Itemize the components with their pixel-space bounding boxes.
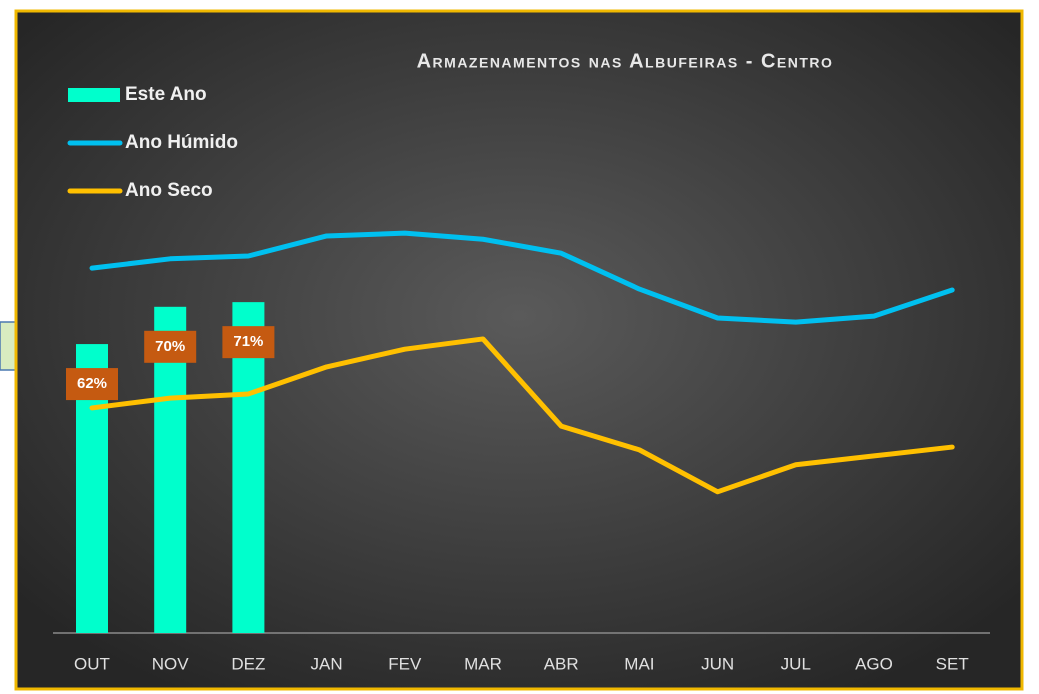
x-tick-label: SET bbox=[936, 654, 969, 673]
data-label: 70% bbox=[155, 338, 185, 355]
legend-swatch bbox=[68, 88, 120, 102]
x-tick-label: NOV bbox=[152, 654, 190, 673]
x-tick-label: FEV bbox=[388, 654, 422, 673]
line bbox=[89, 230, 955, 325]
x-tick-label: MAI bbox=[624, 654, 654, 673]
legend-label: Ano Húmido bbox=[125, 132, 238, 153]
x-tick-label: JAN bbox=[311, 654, 343, 673]
data-label-box bbox=[144, 330, 197, 363]
line bbox=[89, 336, 955, 495]
chart-title: Armazenamentos nas Albufeiras - Centro bbox=[417, 50, 834, 72]
legend-label: Este Ano bbox=[125, 84, 207, 105]
data-label-box bbox=[66, 368, 118, 401]
x-tick-label: JUL bbox=[781, 654, 811, 673]
data-label: 71% bbox=[233, 333, 263, 350]
x-tick-label: AGO bbox=[855, 654, 893, 673]
x-tick-label: DEZ bbox=[231, 654, 265, 673]
x-tick-label: ABR bbox=[544, 654, 579, 673]
data-label: 62% bbox=[77, 375, 107, 392]
x-tick-label: OUT bbox=[74, 654, 110, 673]
legend-label: Ano Seco bbox=[125, 180, 213, 201]
data-label-box bbox=[222, 326, 275, 359]
x-tick-label: MAR bbox=[464, 654, 502, 673]
x-tick-label: JUN bbox=[701, 654, 734, 673]
